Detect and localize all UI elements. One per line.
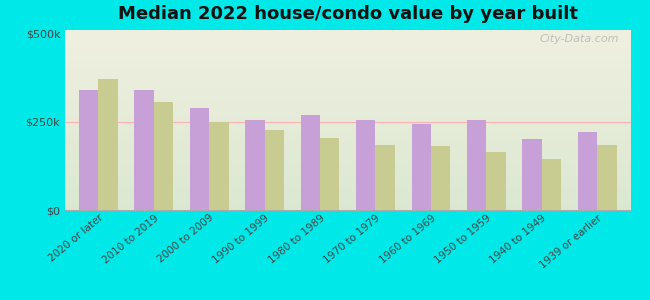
Bar <box>301 115 320 210</box>
Bar <box>578 132 597 210</box>
Bar <box>542 159 561 210</box>
Bar <box>597 145 617 210</box>
Bar <box>467 120 486 210</box>
Bar <box>135 90 153 210</box>
Bar <box>98 80 118 210</box>
Title: Median 2022 house/condo value by year built: Median 2022 house/condo value by year bu… <box>118 5 578 23</box>
Bar <box>265 130 284 210</box>
Bar <box>376 145 395 210</box>
Bar <box>79 90 98 210</box>
Bar <box>190 108 209 210</box>
Bar <box>356 120 376 210</box>
Bar <box>486 152 506 210</box>
Text: City-Data.com: City-Data.com <box>540 34 619 44</box>
Bar <box>245 120 265 210</box>
Bar <box>320 138 339 210</box>
Bar <box>209 122 229 210</box>
Bar <box>431 146 450 210</box>
Bar <box>411 124 431 210</box>
Bar <box>153 102 173 210</box>
Bar <box>523 140 542 210</box>
